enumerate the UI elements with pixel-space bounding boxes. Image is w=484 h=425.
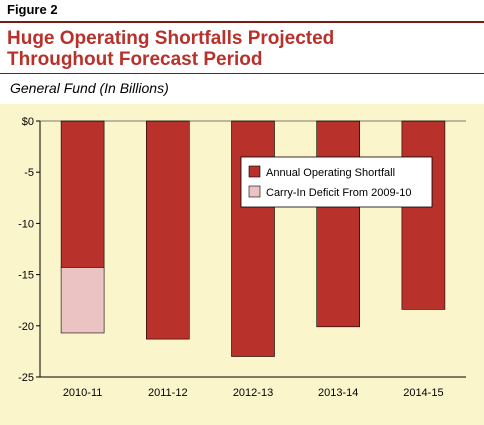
axes-group: 2010-11 2011-12 2012-13 2013-14 2014-15 $0 -5 -… <box>18 116 466 399</box>
x-tick-label: 2014-15 <box>403 387 443 399</box>
y-tick-label: $0 <box>22 116 34 128</box>
legend-swatch-1 <box>248 185 261 198</box>
chart-title: Huge Operating Shortfalls Projected Thro… <box>7 28 334 70</box>
chart-title-line1: Huge Operating Shortfalls Projected <box>7 28 335 49</box>
y-tick-label: -25 <box>18 372 34 384</box>
figure-label: Figure 2 <box>7 2 58 17</box>
y-tick-label: -20 <box>18 321 34 333</box>
bar-annual-shortfall-2012-13 <box>231 120 275 357</box>
legend-label-1: Carry-In Deficit From 2009-10 <box>266 187 412 199</box>
chart-subtitle: General Fund (In Billions) <box>10 80 169 96</box>
x-tick-label: 2011-12 <box>148 387 188 399</box>
legend-label-0: Annual Operating Shortfall <box>266 167 395 179</box>
y-tick-label: -15 <box>18 270 34 282</box>
bar-annual-shortfall-2014-15 <box>401 120 446 310</box>
bar-annual-shortfall-2010-11 <box>60 120 105 268</box>
title-rule <box>0 73 484 74</box>
x-tick-label: 2012-13 <box>233 387 273 399</box>
bars-group <box>60 120 446 357</box>
bar-carry-in-deficit-2010-11 <box>60 267 105 334</box>
bar-annual-shortfall-2013-14 <box>316 120 361 328</box>
top-rule <box>0 21 484 23</box>
x-tick-label: 2010-11 <box>63 387 103 399</box>
chart-title-line2: Throughout Forecast Period <box>7 49 263 70</box>
bar-annual-shortfall-2011-12 <box>146 120 190 340</box>
y-tick-label: -10 <box>18 218 34 230</box>
y-tick-label: -5 <box>24 167 34 179</box>
legend-swatch-0 <box>248 165 261 178</box>
x-tick-label: 2013-14 <box>318 387 358 399</box>
legend-box <box>240 156 433 208</box>
legend: Annual Operating Shortfall Carry-In Defic… <box>240 156 433 208</box>
